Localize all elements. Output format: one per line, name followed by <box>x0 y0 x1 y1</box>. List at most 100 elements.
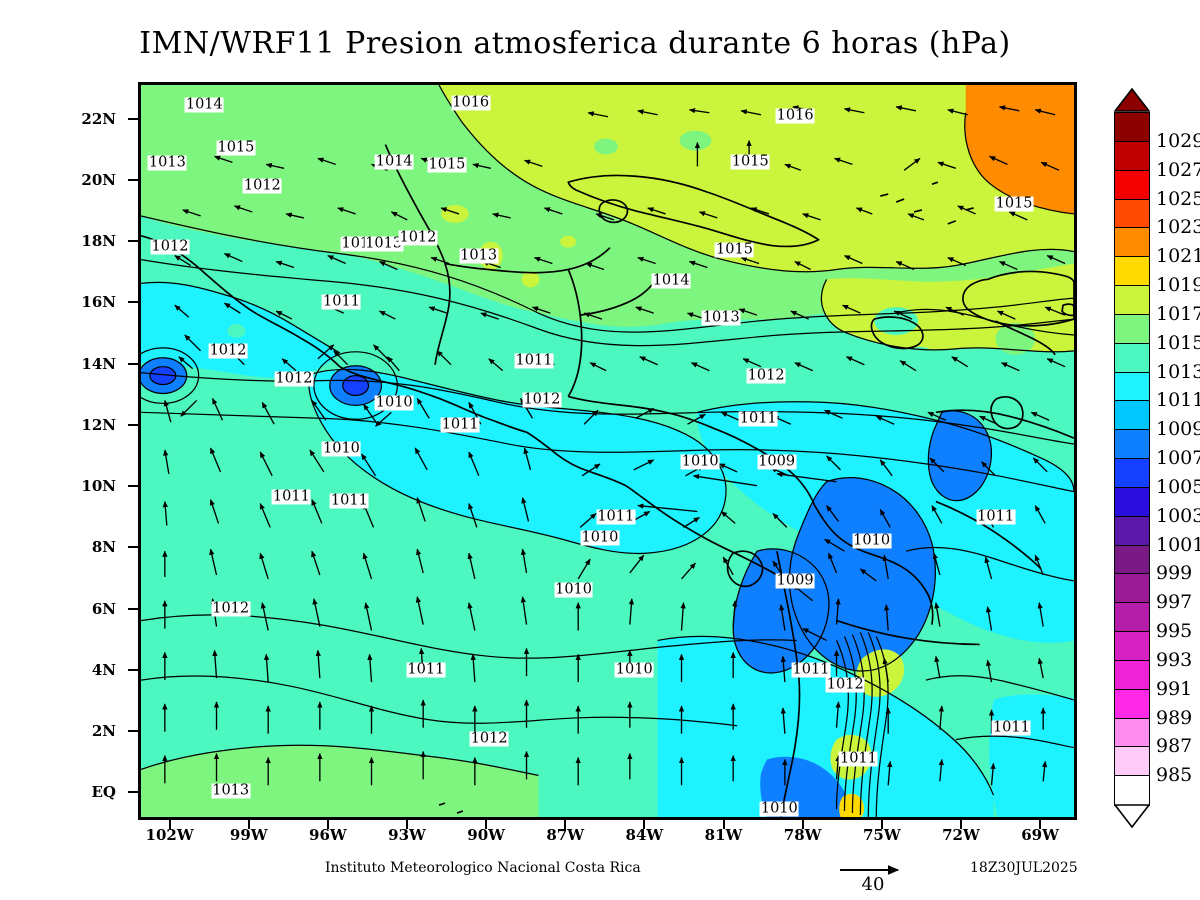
contour-label: 1010 <box>614 661 654 678</box>
contour-label: 1015 <box>427 156 467 173</box>
y-axis-tick-label: 16N <box>81 293 116 312</box>
contour-label: 1010 <box>680 453 720 470</box>
map-canvas <box>141 85 1074 817</box>
y-axis-tick-mark <box>128 240 138 243</box>
contour-label: 1014 <box>184 96 224 113</box>
colorbar: 985 987 989 991 993 995 997 999 1001 1003 1005 1007… <box>1114 88 1200 828</box>
x-axis-tick-label: 75W <box>862 826 901 844</box>
colorbar-band <box>1114 313 1150 345</box>
contour-label: 1011 <box>991 719 1031 736</box>
contour-label: 1012 <box>746 367 786 384</box>
colorbar-band <box>1114 458 1150 489</box>
y-axis-tick-mark <box>128 546 138 549</box>
colorbar-band <box>1114 602 1150 633</box>
valid-time-stamp: 18Z30JUL2025 <box>970 860 1078 876</box>
colorbar-tick-label: 991 <box>1156 677 1193 700</box>
x-axis-tick-label: 81W <box>704 826 743 844</box>
x-axis-tick-label: 87W <box>546 826 585 844</box>
y-axis-tick-mark <box>128 117 138 120</box>
colorbar-band <box>1114 342 1150 374</box>
x-axis-tick-mark <box>1039 820 1042 829</box>
colorbar-band <box>1114 112 1150 143</box>
contour-label: 1011 <box>838 750 878 767</box>
colorbar-band <box>1114 227 1150 258</box>
institute-credit: Instituto Meteorologico Nacional Costa R… <box>325 860 641 876</box>
contour-label: 1009 <box>757 453 797 470</box>
colorbar-tick-label: 1009 <box>1156 418 1200 441</box>
y-axis-tick-label: 4N <box>91 660 116 679</box>
y-axis-tick-label: 2N <box>91 722 116 741</box>
x-axis-tick-label: 69W <box>1021 826 1059 844</box>
colorbar-tick-label: 1021 <box>1156 245 1200 268</box>
x-axis-tick-mark <box>168 820 171 829</box>
colorbar-tick-label: 997 <box>1156 591 1193 614</box>
contour-label: 1012 <box>522 391 562 408</box>
colorbar-band <box>1114 631 1150 662</box>
contour-label: 1010 <box>759 800 799 817</box>
colorbar-band <box>1114 573 1150 604</box>
contour-label: 1015 <box>730 153 770 170</box>
colorbar-band <box>1114 486 1150 518</box>
contour-label: 1012 <box>208 342 248 359</box>
y-axis-tick-mark <box>128 730 138 733</box>
contour-label: 1014 <box>651 272 691 289</box>
y-axis-tick-label: 12N <box>81 415 116 434</box>
contour-label: 1011 <box>322 293 361 310</box>
contour-label: 1015 <box>715 241 754 258</box>
contour-label: 1010 <box>852 532 892 549</box>
contour-label: 1011 <box>738 410 778 427</box>
x-axis-tick-label: 96W <box>309 826 347 844</box>
colorbar-tick-label: 1011 <box>1156 389 1200 412</box>
y-axis-tick-mark <box>128 423 138 426</box>
colorbar-band <box>1114 198 1150 229</box>
contour-label: 1012 <box>398 229 438 246</box>
y-axis-tick-mark <box>128 791 138 794</box>
x-axis-tick-mark <box>406 820 409 829</box>
x-axis-tick-mark <box>722 820 725 829</box>
wind-reference-arrow <box>840 865 900 875</box>
contour-label: 1012 <box>211 600 251 617</box>
contour-label: 1011 <box>791 661 831 678</box>
x-axis-tick-label: 84W <box>625 826 664 844</box>
y-axis-tick-mark <box>128 607 138 610</box>
contour-label: 1010 <box>374 394 414 411</box>
y-axis-tick-label: 6N <box>91 599 116 618</box>
colorbar-band <box>1114 688 1150 720</box>
contour-label: 1013 <box>701 309 741 326</box>
x-axis-tick-mark <box>643 820 646 829</box>
colorbar-tick-label: 985 <box>1156 764 1193 787</box>
x-axis-tick-mark <box>880 820 883 829</box>
contour-label: 1010 <box>580 529 620 546</box>
colorbar-tick-label: 999 <box>1156 562 1193 585</box>
y-axis-tick-label: 22N <box>81 109 116 128</box>
x-axis-tick-label: 78W <box>783 826 822 844</box>
colorbar-tick-label: 1017 <box>1156 302 1200 325</box>
colorbar-under-arrow <box>1114 804 1150 828</box>
x-axis-tick-label: 90W <box>467 826 506 844</box>
colorbar-band <box>1114 544 1150 575</box>
y-axis-tick-label: EQ <box>91 783 117 802</box>
colorbar-band <box>1114 169 1150 201</box>
contour-label: 1012 <box>150 238 190 255</box>
wind-reference-label: 40 <box>861 874 885 895</box>
x-axis-tick-label: 102W <box>145 826 194 844</box>
colorbar-band <box>1114 140 1150 172</box>
colorbar-band <box>1114 515 1150 547</box>
colorbar-tick-label: 989 <box>1156 706 1193 729</box>
x-axis-tick-mark <box>801 820 804 829</box>
y-axis-tick-label: 18N <box>81 232 116 251</box>
contour-label: 1011 <box>440 416 480 433</box>
colorbar-tick-label: 1023 <box>1156 216 1200 239</box>
colorbar-tick-label: 1003 <box>1156 504 1200 527</box>
contour-label: 1012 <box>825 676 865 693</box>
page-title: IMN/WRF11 Presion atmosferica durante 6 … <box>139 26 1011 61</box>
x-axis-tick-label: 99W <box>229 826 268 844</box>
colorbar-tick-label: 1027 <box>1156 158 1200 181</box>
colorbar-tick-label: 1007 <box>1156 447 1200 469</box>
colorbar-tick-label: 1025 <box>1156 187 1200 210</box>
y-axis-tick-mark <box>128 485 138 488</box>
contour-label: 1011 <box>406 661 446 678</box>
contour-label: 1013 <box>147 154 187 171</box>
contour-label: 1011 <box>514 352 554 369</box>
colorbar-over-arrow <box>1114 88 1150 112</box>
